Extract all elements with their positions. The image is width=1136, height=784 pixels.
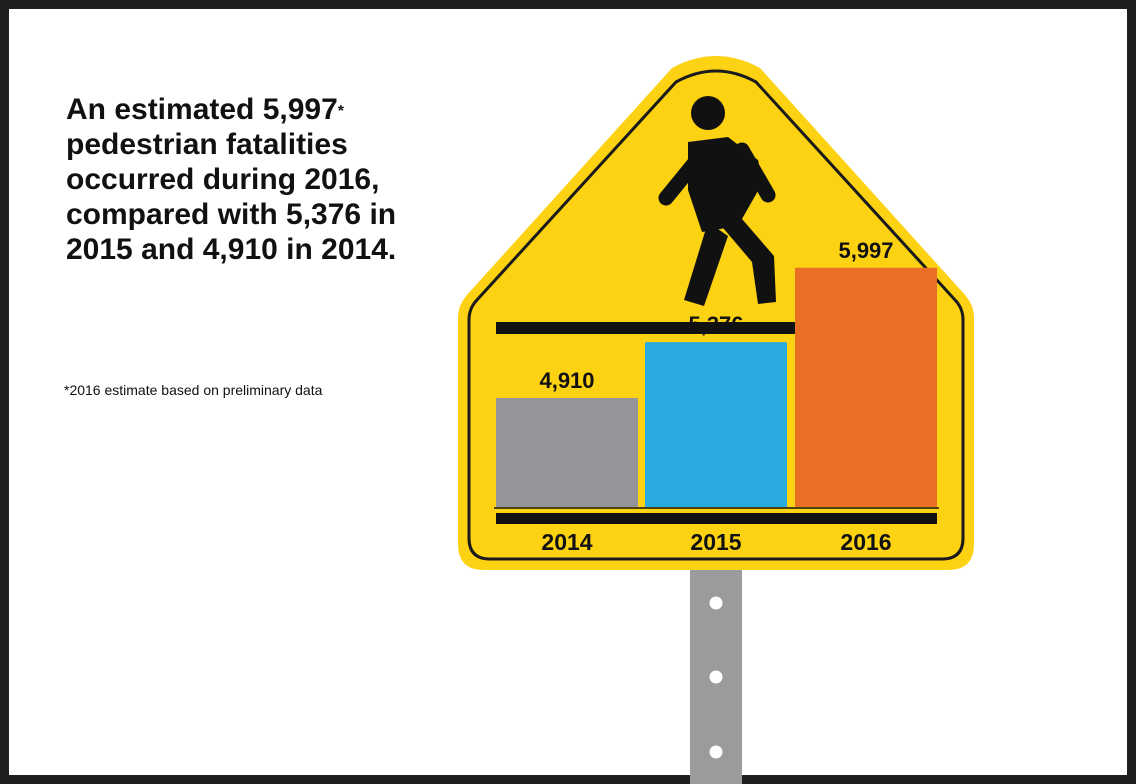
post-bolt-2 [709,670,723,684]
headline-part-2: pedestrian fatalities occurred during 20… [66,128,397,266]
value-label-2014: 4,910 [539,368,594,393]
year-label-2015: 2015 [690,529,741,555]
bar-2015 [645,342,787,507]
value-label-2016: 5,997 [838,238,893,263]
sign-border [467,69,965,561]
headline-asterisk: * [337,103,345,120]
pedestrian-icon [658,96,776,306]
headline-part-1: An estimated 5,997 [66,93,338,126]
bar-2014 [496,397,638,507]
footnote: *2016 estimate based on preliminary data [64,382,323,398]
post-bolt-1 [709,596,723,610]
bottom-band [496,513,937,524]
post-bolt-3 [709,745,723,759]
year-label-2014: 2014 [541,529,592,555]
value-label-2015: 5,376 [688,312,743,337]
year-label-2016: 2016 [840,529,891,555]
headline: An estimated 5,997* pedestrian fatalitie… [66,92,426,267]
bar-2016 [795,267,937,507]
